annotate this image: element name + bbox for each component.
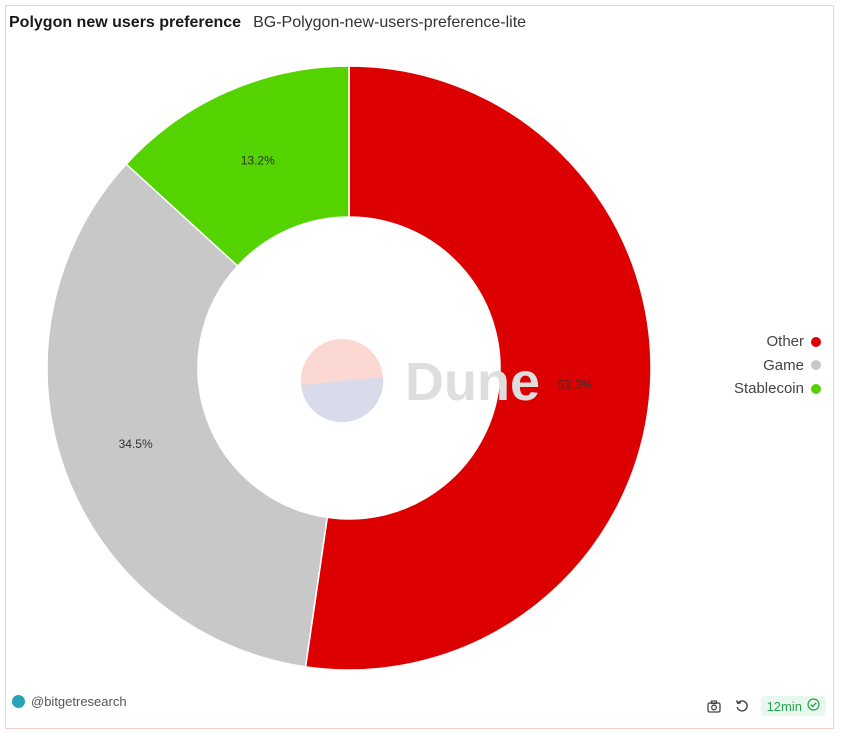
legend-dot bbox=[811, 360, 821, 371]
slice-stablecoin[interactable] bbox=[125, 65, 350, 268]
data-label-stablecoin: 13.2% bbox=[241, 154, 275, 168]
legend-label: Stablecoin bbox=[733, 380, 804, 398]
chart-legend: Other Game Stablecoin bbox=[734, 330, 821, 401]
footer-actions: 12min bbox=[705, 696, 826, 716]
refresh-status-badge[interactable]: 12min bbox=[760, 696, 826, 716]
legend-dot bbox=[811, 336, 821, 347]
watermark-text: Dune bbox=[405, 352, 540, 412]
legend-item-stablecoin[interactable]: Stablecoin bbox=[734, 377, 821, 401]
refresh-label: 12min bbox=[766, 698, 802, 714]
dune-watermark: Dune bbox=[301, 339, 540, 423]
legend-label: Other bbox=[766, 333, 804, 351]
data-label-game: 34.5% bbox=[119, 437, 153, 451]
slice-other[interactable] bbox=[304, 65, 652, 671]
camera-icon[interactable] bbox=[705, 697, 723, 715]
author-avatar bbox=[12, 695, 25, 708]
chart-header: Polygon new users preference BG-Polygon-… bbox=[9, 14, 526, 32]
slice-game[interactable] bbox=[46, 162, 329, 668]
author-name[interactable]: @bitgetresearch bbox=[31, 694, 127, 709]
data-labels-group: 52.3% 34.5% 13.2% bbox=[119, 154, 593, 451]
watermark-logo-bottom bbox=[301, 377, 384, 423]
chart-title: Polygon new users preference bbox=[9, 14, 242, 31]
legend-dot bbox=[811, 383, 821, 394]
query-name[interactable]: BG-Polygon-new-users-preference-lite bbox=[253, 14, 527, 31]
legend-label: Game bbox=[763, 356, 804, 374]
footer-author[interactable]: @bitgetresearch bbox=[12, 694, 127, 709]
refresh-icon[interactable] bbox=[733, 697, 751, 715]
check-circle-icon bbox=[807, 698, 820, 714]
slices-group bbox=[46, 65, 652, 671]
legend-item-other[interactable]: Other bbox=[734, 330, 821, 354]
data-label-other: 52.3% bbox=[558, 377, 592, 391]
legend-item-game[interactable]: Game bbox=[734, 354, 821, 378]
